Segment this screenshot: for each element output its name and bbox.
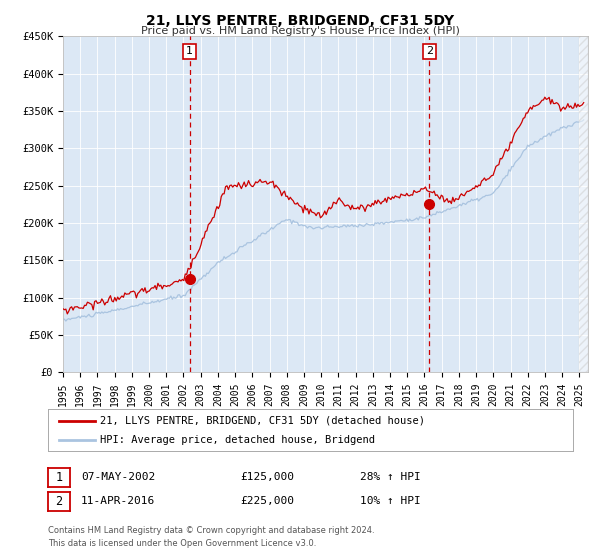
Text: 21, LLYS PENTRE, BRIDGEND, CF31 5DY: 21, LLYS PENTRE, BRIDGEND, CF31 5DY: [146, 14, 454, 28]
Text: £225,000: £225,000: [240, 496, 294, 506]
Text: This data is licensed under the Open Government Licence v3.0.: This data is licensed under the Open Gov…: [48, 539, 316, 548]
Text: Price paid vs. HM Land Registry's House Price Index (HPI): Price paid vs. HM Land Registry's House …: [140, 26, 460, 36]
Text: Contains HM Land Registry data © Crown copyright and database right 2024.: Contains HM Land Registry data © Crown c…: [48, 526, 374, 535]
Text: 28% ↑ HPI: 28% ↑ HPI: [360, 472, 421, 482]
Text: 2: 2: [426, 46, 433, 57]
Text: 07-MAY-2002: 07-MAY-2002: [81, 472, 155, 482]
Text: 1: 1: [186, 46, 193, 57]
Text: 21, LLYS PENTRE, BRIDGEND, CF31 5DY (detached house): 21, LLYS PENTRE, BRIDGEND, CF31 5DY (det…: [101, 416, 425, 426]
Text: 10% ↑ HPI: 10% ↑ HPI: [360, 496, 421, 506]
Text: HPI: Average price, detached house, Bridgend: HPI: Average price, detached house, Brid…: [101, 435, 376, 445]
Text: £125,000: £125,000: [240, 472, 294, 482]
Text: 1: 1: [56, 470, 62, 484]
Text: 2: 2: [56, 494, 62, 508]
Text: 11-APR-2016: 11-APR-2016: [81, 496, 155, 506]
